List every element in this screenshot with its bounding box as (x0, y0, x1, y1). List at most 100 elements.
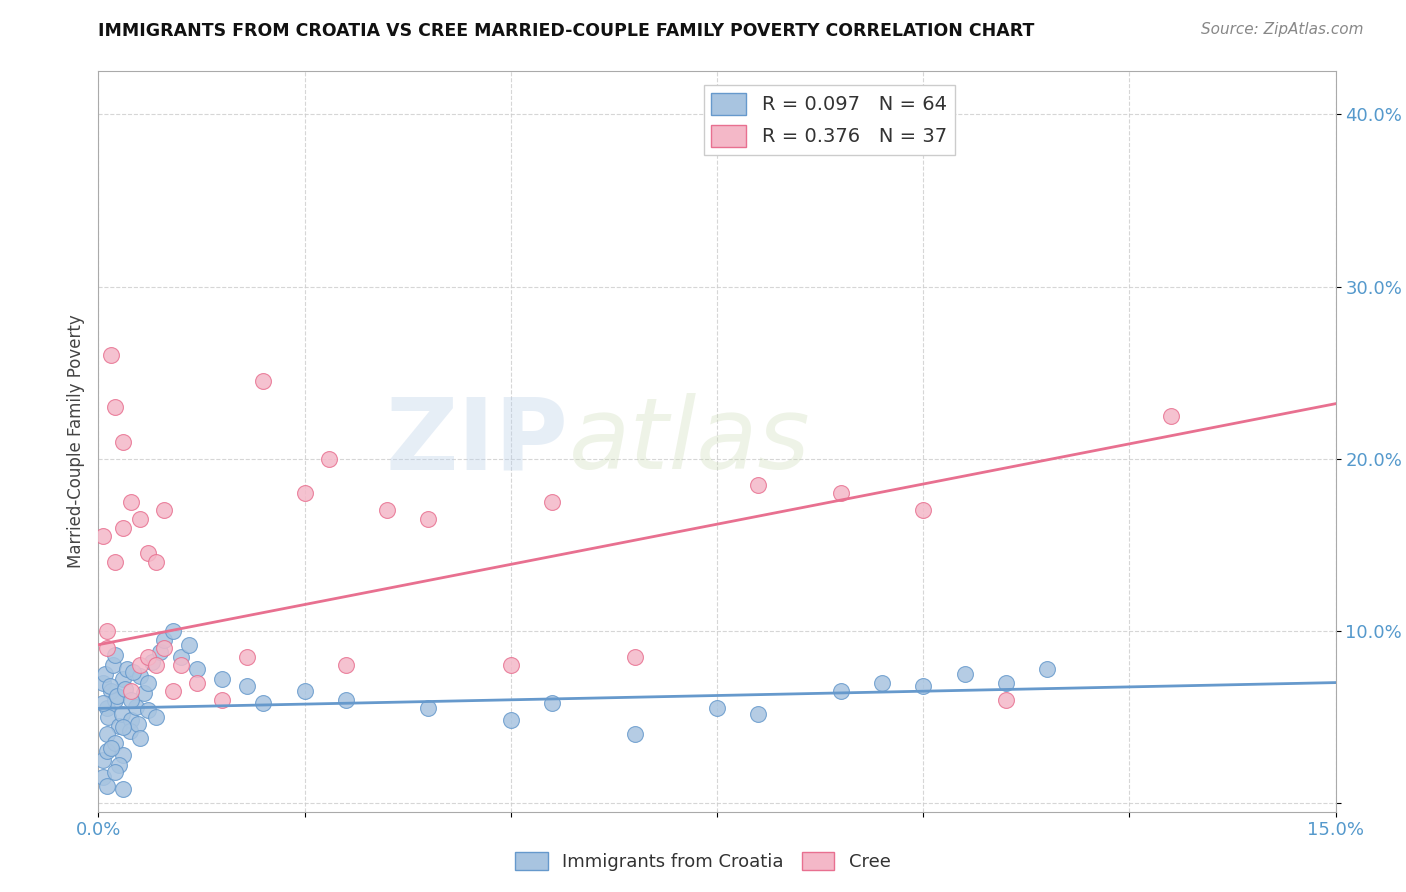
Point (120, 714, 142, 728)
Point (136, 703, 159, 717)
Point (418, 701, 440, 715)
Point (117, 662, 139, 676)
Point (96, 727, 118, 741)
Point (91, 529, 114, 543)
Point (132, 686, 155, 700)
Point (104, 736, 127, 750)
Point (252, 374, 274, 388)
Point (103, 658, 125, 673)
Point (375, 503, 398, 517)
Point (953, 667, 976, 681)
Point (104, 648, 127, 662)
Point (541, 495, 564, 509)
Point (96, 624, 118, 638)
Point (112, 720, 135, 734)
Point (994, 693, 1017, 707)
Point (96, 701, 118, 715)
Point (94, 667, 117, 681)
Point (112, 747, 135, 762)
Point (912, 503, 935, 517)
Point (97, 710, 120, 724)
Point (128, 731, 150, 745)
Point (136, 649, 159, 664)
Point (93, 696, 115, 710)
Point (1160, 409, 1182, 423)
Point (91, 675, 114, 690)
Point (120, 693, 142, 707)
Point (110, 706, 132, 721)
Text: Source: ZipAtlas.com: Source: ZipAtlas.com (1201, 22, 1364, 37)
Point (128, 658, 150, 673)
Point (747, 706, 769, 721)
Point (141, 655, 163, 669)
Point (127, 717, 149, 731)
Point (186, 662, 208, 676)
Point (211, 693, 233, 707)
Point (128, 512, 150, 526)
Point (112, 672, 135, 686)
Text: ZIP: ZIP (385, 393, 568, 490)
Legend: R = 0.097   N = 64, R = 0.376   N = 37: R = 0.097 N = 64, R = 0.376 N = 37 (703, 85, 955, 155)
Point (104, 765, 127, 780)
Point (170, 649, 193, 664)
Point (153, 503, 176, 517)
Point (128, 669, 150, 683)
Point (706, 701, 728, 715)
Point (91, 753, 114, 767)
Point (499, 714, 522, 728)
Point (112, 521, 135, 535)
Point (335, 658, 357, 673)
Point (623, 727, 645, 741)
Point (186, 675, 208, 690)
Point (145, 555, 167, 569)
Point (418, 512, 440, 526)
Point (118, 723, 141, 738)
Point (104, 555, 127, 569)
Point (136, 546, 159, 560)
Point (318, 451, 340, 466)
Point (153, 632, 176, 647)
Point (236, 679, 259, 693)
Point (105, 690, 128, 704)
Point (499, 658, 522, 673)
Point (236, 649, 259, 664)
Point (994, 675, 1017, 690)
Point (98, 679, 121, 693)
Point (100, 348, 122, 362)
Point (1036, 662, 1059, 676)
Point (114, 682, 136, 697)
Point (100, 684, 122, 698)
Point (104, 693, 127, 707)
Point (112, 782, 135, 797)
Point (100, 741, 122, 756)
Point (870, 675, 893, 690)
Y-axis label: Married-Couple Family Poverty: Married-Couple Family Poverty (66, 315, 84, 568)
Point (623, 649, 645, 664)
Point (122, 665, 145, 680)
Point (830, 684, 852, 698)
Point (179, 638, 201, 652)
Point (294, 486, 316, 500)
Point (108, 758, 131, 772)
Point (153, 641, 176, 656)
Point (912, 679, 935, 693)
Point (96, 744, 118, 758)
Point (120, 684, 142, 698)
Point (145, 658, 167, 673)
Point (96, 779, 118, 793)
Point (120, 495, 142, 509)
Point (149, 644, 172, 658)
Point (335, 693, 357, 707)
Point (541, 696, 564, 710)
Point (96, 641, 118, 656)
Point (747, 477, 769, 491)
Text: atlas: atlas (568, 393, 810, 490)
Point (108, 718, 131, 732)
Point (124, 699, 146, 714)
Point (162, 624, 184, 638)
Point (145, 710, 167, 724)
Point (294, 684, 316, 698)
Point (91, 770, 114, 784)
Point (112, 434, 135, 449)
Point (830, 486, 852, 500)
